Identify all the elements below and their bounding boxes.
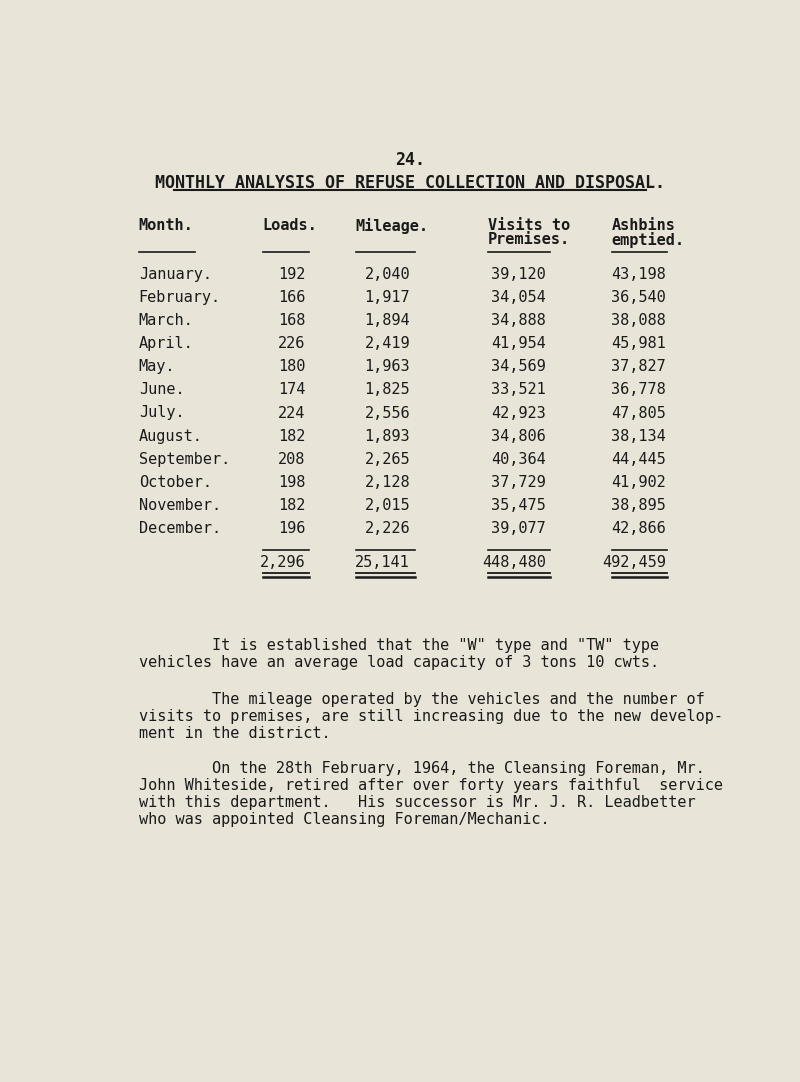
- Text: 2,296: 2,296: [260, 555, 306, 570]
- Text: June.: June.: [138, 382, 184, 397]
- Text: 2,015: 2,015: [364, 498, 410, 513]
- Text: 208: 208: [278, 451, 306, 466]
- Text: 37,827: 37,827: [611, 359, 666, 374]
- Text: August.: August.: [138, 428, 202, 444]
- Text: On the 28th February, 1964, the Cleansing Foreman, Mr.: On the 28th February, 1964, the Cleansin…: [138, 762, 705, 776]
- Text: John Whiteside, retired after over forty years faithful  service: John Whiteside, retired after over forty…: [138, 778, 722, 793]
- Text: March.: March.: [138, 313, 194, 328]
- Text: December.: December.: [138, 522, 221, 536]
- Text: 33,521: 33,521: [491, 382, 546, 397]
- Text: visits to premises, are still increasing due to the new develop-: visits to premises, are still increasing…: [138, 709, 722, 724]
- Text: 168: 168: [278, 313, 306, 328]
- Text: emptied.: emptied.: [611, 233, 685, 248]
- Text: Ashbins: Ashbins: [611, 219, 675, 234]
- Text: 25,141: 25,141: [355, 555, 410, 570]
- Text: 2,040: 2,040: [364, 267, 410, 282]
- Text: Mileage.: Mileage.: [356, 219, 429, 235]
- Text: 174: 174: [278, 382, 306, 397]
- Text: Visits to: Visits to: [487, 219, 570, 234]
- Text: 41,954: 41,954: [491, 337, 546, 352]
- Text: 36,540: 36,540: [611, 290, 666, 305]
- Text: 38,134: 38,134: [611, 428, 666, 444]
- Text: 2,556: 2,556: [364, 406, 410, 421]
- Text: 1,963: 1,963: [364, 359, 410, 374]
- Text: 2,128: 2,128: [364, 475, 410, 490]
- Text: 34,054: 34,054: [491, 290, 546, 305]
- Text: 39,077: 39,077: [491, 522, 546, 536]
- Text: 166: 166: [278, 290, 306, 305]
- Text: Loads.: Loads.: [262, 219, 318, 234]
- Text: April.: April.: [138, 337, 194, 352]
- Text: vehicles have an average load capacity of 3 tons 10 cwts.: vehicles have an average load capacity o…: [138, 655, 659, 670]
- Text: 34,806: 34,806: [491, 428, 546, 444]
- Text: 34,569: 34,569: [491, 359, 546, 374]
- Text: 42,923: 42,923: [491, 406, 546, 421]
- Text: 182: 182: [278, 498, 306, 513]
- Text: 1,825: 1,825: [364, 382, 410, 397]
- Text: 196: 196: [278, 522, 306, 536]
- Text: Month.: Month.: [138, 219, 194, 234]
- Text: September.: September.: [138, 451, 230, 466]
- Text: MONTHLY ANALYSIS OF REFUSE COLLECTION AND DISPOSAL.: MONTHLY ANALYSIS OF REFUSE COLLECTION AN…: [155, 174, 665, 193]
- Text: October.: October.: [138, 475, 212, 490]
- Text: 38,088: 38,088: [611, 313, 666, 328]
- Text: 1,893: 1,893: [364, 428, 410, 444]
- Text: It is established that the "W" type and "TW" type: It is established that the "W" type and …: [138, 638, 659, 654]
- Text: 34,888: 34,888: [491, 313, 546, 328]
- Text: 45,981: 45,981: [611, 337, 666, 352]
- Text: 43,198: 43,198: [611, 267, 666, 282]
- Text: 42,866: 42,866: [611, 522, 666, 536]
- Text: Premises.: Premises.: [487, 233, 570, 248]
- Text: 38,895: 38,895: [611, 498, 666, 513]
- Text: 39,120: 39,120: [491, 267, 546, 282]
- Text: 180: 180: [278, 359, 306, 374]
- Text: 40,364: 40,364: [491, 451, 546, 466]
- Text: 198: 198: [278, 475, 306, 490]
- Text: ment in the district.: ment in the district.: [138, 726, 330, 741]
- Text: 24.: 24.: [395, 151, 425, 170]
- Text: 226: 226: [278, 337, 306, 352]
- Text: 224: 224: [278, 406, 306, 421]
- Text: who was appointed Cleansing Foreman/Mechanic.: who was appointed Cleansing Foreman/Mech…: [138, 813, 550, 827]
- Text: 448,480: 448,480: [482, 555, 546, 570]
- Text: 1,917: 1,917: [364, 290, 410, 305]
- Text: The mileage operated by the vehicles and the number of: The mileage operated by the vehicles and…: [138, 692, 705, 707]
- Text: November.: November.: [138, 498, 221, 513]
- Text: May.: May.: [138, 359, 175, 374]
- Text: 1,894: 1,894: [364, 313, 410, 328]
- Text: 35,475: 35,475: [491, 498, 546, 513]
- Text: 2,265: 2,265: [364, 451, 410, 466]
- Text: February.: February.: [138, 290, 221, 305]
- Text: 36,778: 36,778: [611, 382, 666, 397]
- Text: 41,902: 41,902: [611, 475, 666, 490]
- Text: 47,805: 47,805: [611, 406, 666, 421]
- Text: 44,445: 44,445: [611, 451, 666, 466]
- Text: 37,729: 37,729: [491, 475, 546, 490]
- Text: 182: 182: [278, 428, 306, 444]
- Text: 192: 192: [278, 267, 306, 282]
- Text: 492,459: 492,459: [602, 555, 666, 570]
- Text: July.: July.: [138, 406, 184, 421]
- Text: 2,226: 2,226: [364, 522, 410, 536]
- Text: January.: January.: [138, 267, 212, 282]
- Text: 2,419: 2,419: [364, 337, 410, 352]
- Text: with this department.   His successor is Mr. J. R. Leadbetter: with this department. His successor is M…: [138, 795, 695, 810]
